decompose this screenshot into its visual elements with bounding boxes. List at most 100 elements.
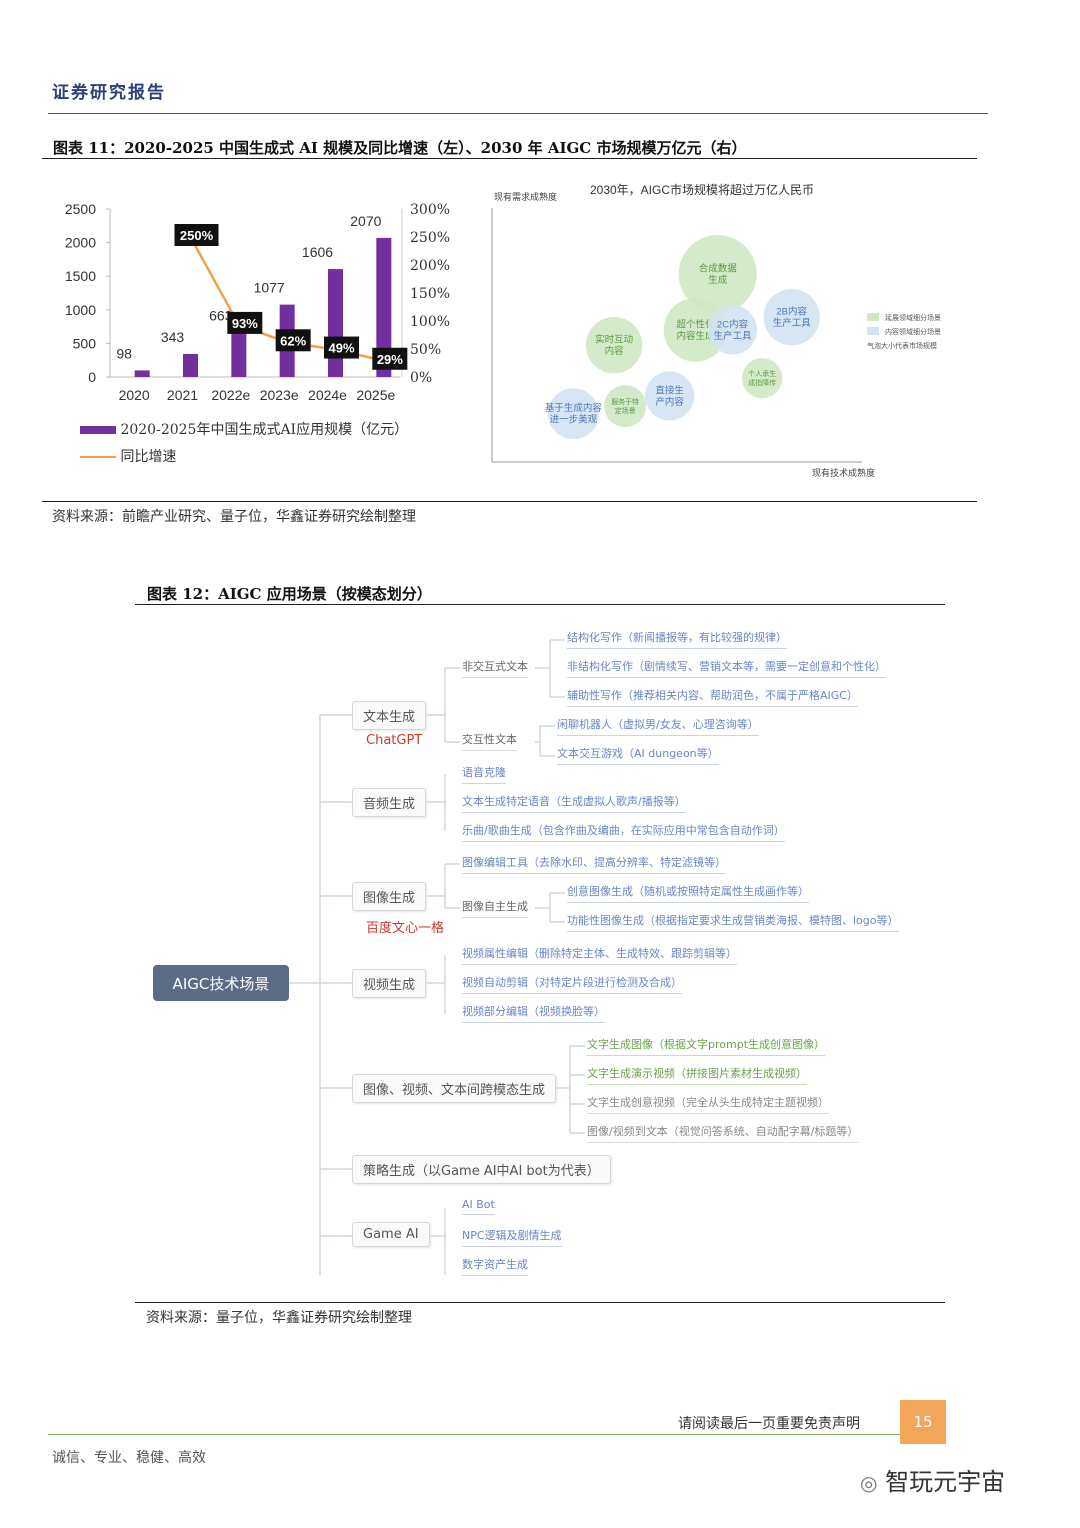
bar-legend-swatch <box>80 426 116 434</box>
bubble-label: 合成数据 <box>699 262 738 274</box>
bar-value-label: 1077 <box>254 280 285 296</box>
bubble <box>547 388 599 440</box>
mindmap-root: AIGC技术场景 <box>153 965 289 1001</box>
y-tick-label: 1000 <box>65 302 96 318</box>
leaf: 辅助性写作（推荐相关内容、帮助润色，不属于严格AIGC） <box>567 687 858 707</box>
bubble <box>663 298 728 362</box>
growth-label: 62% <box>280 333 306 348</box>
bubble-x-label: 现有技术成熟度 <box>812 467 875 478</box>
bubble-label: 基于生成内容 <box>545 402 603 414</box>
figure11-bottom-rule <box>42 501 977 502</box>
y2-tick-label: 150% <box>410 286 450 302</box>
figure12-bottom-rule <box>135 1302 945 1303</box>
branch-crossmodal-generation: 图像、视频、文本间跨模态生成 <box>352 1074 557 1103</box>
x-tick-label: 2025e <box>356 387 395 403</box>
figure11-source: 资料来源：前瞻产业研究、量子位，华鑫证券研究绘制整理 <box>52 509 416 525</box>
branch-game-ai: Game AI <box>352 1222 430 1247</box>
leaf: 乐曲/歌曲生成（包含作曲及编曲，在实际应用中常包含自动作词） <box>462 822 785 842</box>
bubble <box>645 371 695 421</box>
bubble-label: 个人承生 <box>748 369 776 378</box>
bubble <box>707 305 758 355</box>
note-wenxin: 百度文心一格 <box>366 921 445 936</box>
x-tick-label: 2020 <box>119 387 150 403</box>
bubble-y-label: 现有需求成熟度 <box>494 191 557 202</box>
bubble-legend-label: 延展领域细分场景 <box>885 313 941 322</box>
y-tick-label: 2000 <box>65 235 96 251</box>
figure12-title-rule <box>135 604 945 605</box>
branch-text-generation: 文本生成 <box>352 701 427 730</box>
leaf: 图像编辑工具（去除水印、提高分辨率、特定滤镜等） <box>462 854 726 874</box>
bubble-label: 生产工具 <box>713 330 752 342</box>
bubble-label: 生成 <box>708 274 728 286</box>
leaf: 图像/视频到文本（视觉问答系统、自动配字幕/标题等） <box>587 1123 859 1143</box>
growth-label: 29% <box>377 352 403 367</box>
note-chatgpt: ChatGPT <box>366 733 423 748</box>
report-header-title: 证券研究报告 <box>52 83 166 103</box>
bubble-label: 服务于特 <box>611 397 639 406</box>
leaf: 文本交互游戏（AI dungeon等） <box>557 745 719 765</box>
watermark-text: 智玩元宇宙 <box>885 1468 1006 1496</box>
bubble-label: 实时互动 <box>595 334 633 346</box>
bubble <box>604 385 647 428</box>
growth-label: 93% <box>232 316 258 331</box>
growth-label: 250% <box>180 228 214 243</box>
group-interactive-text: 交互性文本 <box>462 731 517 751</box>
growth-label-box <box>372 347 408 370</box>
y2-tick-label: 0% <box>410 370 432 386</box>
bubble-label: 超个性化 <box>676 318 715 330</box>
bar-value-label: 343 <box>161 329 185 345</box>
bar <box>231 332 247 377</box>
bar <box>376 237 392 377</box>
y-tick-label: 1500 <box>65 268 96 284</box>
bubble-label: 2C内容 <box>717 318 749 330</box>
group-image-auto: 图像自主生成 <box>462 898 528 918</box>
bubble-legend-label: 气泡大小代表市场规模 <box>867 341 937 350</box>
bar <box>134 370 150 377</box>
bar <box>183 353 198 377</box>
growth-label-box <box>174 224 219 246</box>
footer-motto: 诚信、专业、稳健、高效 <box>52 1450 206 1466</box>
bubble-label: 成指障传 <box>748 378 776 387</box>
bubble-label: 定场景 <box>615 406 636 415</box>
y2-tick-label: 50% <box>410 342 441 358</box>
y2-tick-label: 100% <box>410 314 450 330</box>
growth-label: 49% <box>328 341 354 356</box>
leaf: 语音克隆 <box>462 764 506 784</box>
branch-image-generation: 图像生成 <box>352 882 427 911</box>
bubble-label: 直接生 <box>655 384 684 396</box>
leaf: 非结构化写作（剧情续写、营销文本等，需要一定创意和个性化） <box>567 658 886 678</box>
leaf: 数字资产生成 <box>462 1256 528 1276</box>
leaf: 功能性图像生成（根据指定要求生成营销类海报、模特图、logo等） <box>567 912 899 932</box>
bubble-legend-swatch <box>867 327 879 335</box>
figure11-title: 图表 11：2020-2025 中国生成式 AI 规模及同比增速（左）、2030… <box>53 139 747 157</box>
leaf: 文字生成创意视频（完全从头生成特定主题视频） <box>587 1094 829 1114</box>
page-number: 15 <box>900 1400 946 1444</box>
leaf: 文字生成演示视频（拼接图片素材生成视频） <box>587 1065 807 1085</box>
leaf: 结构化写作（新闻播报等，有比较强的规律） <box>567 629 787 649</box>
growth-label-box <box>275 329 311 352</box>
y-tick-label: 0 <box>88 369 96 385</box>
leaf: 视频自动剪辑（对特定片段进行检测及合成） <box>462 974 682 994</box>
x-tick-label: 2024e <box>308 387 347 403</box>
bar-value-label: 98 <box>116 345 132 361</box>
bubble <box>678 235 757 314</box>
bar-legend-label: 2020-2025年中国生成式AI应用规模（亿元） <box>120 422 409 438</box>
x-tick-label: 2021 <box>167 387 198 403</box>
group-noninteractive-text: 非交互式文本 <box>462 658 528 678</box>
y2-tick-label: 300% <box>410 202 450 218</box>
bubble-legend-label: 内容领域细分场景 <box>885 327 941 336</box>
footer-rule <box>48 1434 900 1435</box>
leaf: 文本生成特定语音（生成虚拟人歌声/播报等） <box>462 793 686 813</box>
figure12-title: 图表 12：AIGC 应用场景（按模态划分） <box>147 585 432 603</box>
bubble <box>742 358 783 399</box>
bubble-label: 生产工具 <box>773 317 812 329</box>
branch-strategy-generation: 策略生成（以Game AI中AI bot为代表） <box>352 1155 611 1184</box>
y2-tick-label: 200% <box>410 258 450 274</box>
bubble <box>763 289 820 346</box>
disclaimer-link[interactable]: 请阅读最后一页重要免责声明 <box>678 1416 860 1432</box>
header-divider <box>48 113 988 114</box>
bubble-legend-swatch <box>867 313 879 321</box>
bar-line-chart: 0 500 1000 1500 2000 2500 0% 50% 100% 150% 200% 250… <box>65 201 450 403</box>
leaf: 视频部分编辑（视频换脸等） <box>462 1003 605 1023</box>
